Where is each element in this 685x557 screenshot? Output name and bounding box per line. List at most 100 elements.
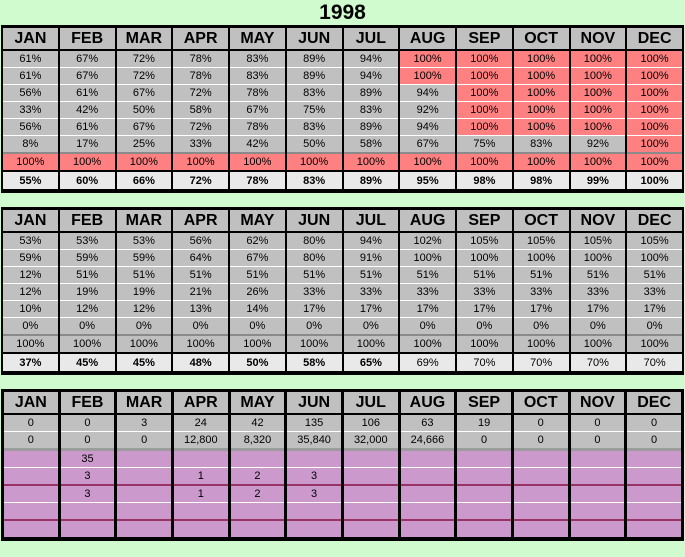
summary-cell[interactable]: 37% bbox=[1, 352, 60, 373]
month-header-cell[interactable]: JUL bbox=[340, 389, 401, 415]
data-cell[interactable]: 3 bbox=[57, 484, 118, 503]
data-cell[interactable]: 0 bbox=[510, 431, 571, 450]
month-header-cell[interactable]: SEP bbox=[455, 207, 514, 233]
data-cell[interactable]: 102% bbox=[398, 232, 457, 250]
month-header-cell[interactable]: AUG bbox=[398, 207, 457, 233]
data-cell[interactable]: 100% bbox=[511, 101, 571, 119]
data-cell[interactable]: 100% bbox=[341, 334, 401, 353]
data-cell[interactable]: 100% bbox=[568, 249, 628, 267]
data-cell[interactable] bbox=[510, 519, 571, 539]
data-cell[interactable]: 67% bbox=[398, 135, 457, 153]
data-cell[interactable]: 61% bbox=[57, 118, 117, 136]
data-cell[interactable] bbox=[227, 448, 288, 468]
data-cell[interactable]: 35,840 bbox=[284, 431, 344, 450]
data-cell[interactable]: 3 bbox=[57, 467, 118, 485]
data-cell[interactable]: 83% bbox=[341, 101, 401, 119]
data-cell[interactable] bbox=[170, 502, 231, 520]
data-cell[interactable] bbox=[397, 502, 458, 520]
data-cell[interactable]: 19 bbox=[454, 414, 514, 432]
data-cell[interactable]: 89% bbox=[284, 50, 344, 68]
data-cell[interactable]: 62% bbox=[228, 232, 287, 250]
data-cell[interactable]: 1 bbox=[170, 467, 231, 485]
data-cell[interactable] bbox=[624, 484, 684, 503]
data-cell[interactable] bbox=[284, 502, 344, 520]
summary-cell[interactable]: 89% bbox=[341, 170, 401, 191]
data-cell[interactable]: 72% bbox=[114, 50, 174, 68]
month-header-cell[interactable]: DEC bbox=[625, 25, 684, 51]
data-cell[interactable] bbox=[170, 448, 231, 468]
data-cell[interactable]: 0% bbox=[455, 317, 514, 335]
data-cell[interactable]: 72% bbox=[171, 118, 230, 136]
data-cell[interactable]: 2 bbox=[227, 484, 288, 503]
data-cell[interactable] bbox=[624, 519, 684, 539]
month-header-cell[interactable]: MAY bbox=[227, 389, 288, 415]
data-cell[interactable]: 25% bbox=[114, 135, 174, 153]
data-cell[interactable]: 92% bbox=[568, 135, 628, 153]
data-cell[interactable]: 61% bbox=[1, 50, 60, 68]
data-cell[interactable]: 17% bbox=[57, 135, 117, 153]
data-cell[interactable]: 0 bbox=[624, 414, 684, 432]
data-cell[interactable]: 0 bbox=[567, 431, 628, 450]
data-cell[interactable]: 100% bbox=[625, 118, 684, 136]
data-cell[interactable]: 100% bbox=[511, 249, 571, 267]
data-cell[interactable] bbox=[284, 448, 344, 468]
data-cell[interactable]: 12% bbox=[1, 266, 60, 284]
data-cell[interactable]: 2 bbox=[227, 467, 288, 485]
data-cell[interactable]: 0 bbox=[510, 414, 571, 432]
data-cell[interactable]: 67% bbox=[57, 50, 117, 68]
data-cell[interactable]: 100% bbox=[511, 50, 571, 68]
data-cell[interactable]: 59% bbox=[57, 249, 117, 267]
data-cell[interactable] bbox=[567, 484, 628, 503]
month-header-cell[interactable]: APR bbox=[171, 207, 230, 233]
data-cell[interactable]: 51% bbox=[455, 266, 514, 284]
data-cell[interactable]: 67% bbox=[57, 67, 117, 85]
data-cell[interactable]: 100% bbox=[568, 152, 628, 171]
data-cell[interactable] bbox=[1, 448, 61, 468]
data-cell[interactable]: 67% bbox=[114, 84, 174, 102]
data-cell[interactable]: 100% bbox=[625, 101, 684, 119]
data-cell[interactable] bbox=[1, 502, 61, 520]
data-cell[interactable] bbox=[624, 467, 684, 485]
month-header-cell[interactable]: SEP bbox=[455, 25, 514, 51]
data-cell[interactable]: 19% bbox=[57, 283, 117, 301]
data-cell[interactable]: 100% bbox=[455, 84, 514, 102]
data-cell[interactable]: 100% bbox=[398, 50, 457, 68]
data-cell[interactable]: 100% bbox=[568, 50, 628, 68]
summary-cell[interactable]: 45% bbox=[57, 352, 117, 373]
summary-cell[interactable]: 100% bbox=[625, 170, 684, 191]
data-cell[interactable] bbox=[340, 519, 401, 539]
data-cell[interactable]: 100% bbox=[228, 334, 287, 353]
month-header-cell[interactable]: OCT bbox=[511, 25, 571, 51]
data-cell[interactable] bbox=[567, 519, 628, 539]
data-cell[interactable]: 33% bbox=[398, 283, 457, 301]
data-cell[interactable] bbox=[57, 519, 118, 539]
summary-cell[interactable]: 65% bbox=[341, 352, 401, 373]
summary-cell[interactable]: 95% bbox=[398, 170, 457, 191]
data-cell[interactable]: 14% bbox=[228, 300, 287, 318]
data-cell[interactable]: 0% bbox=[625, 317, 684, 335]
data-cell[interactable]: 100% bbox=[228, 152, 287, 171]
data-cell[interactable]: 94% bbox=[398, 118, 457, 136]
data-cell[interactable]: 51% bbox=[114, 266, 174, 284]
data-cell[interactable]: 51% bbox=[511, 266, 571, 284]
month-header-cell[interactable]: MAR bbox=[114, 389, 174, 415]
data-cell[interactable]: 42% bbox=[228, 135, 287, 153]
data-cell[interactable]: 78% bbox=[171, 67, 230, 85]
data-cell[interactable] bbox=[510, 448, 571, 468]
month-header-cell[interactable]: JAN bbox=[1, 207, 60, 233]
data-cell[interactable]: 17% bbox=[568, 300, 628, 318]
data-cell[interactable]: 51% bbox=[57, 266, 117, 284]
data-cell[interactable] bbox=[397, 484, 458, 503]
month-header-cell[interactable]: DEC bbox=[625, 207, 684, 233]
data-cell[interactable]: 33% bbox=[568, 283, 628, 301]
data-cell[interactable]: 89% bbox=[341, 118, 401, 136]
data-cell[interactable]: 100% bbox=[341, 152, 401, 171]
data-cell[interactable]: 63 bbox=[397, 414, 458, 432]
data-cell[interactable]: 0 bbox=[1, 431, 61, 450]
data-cell[interactable]: 100% bbox=[511, 334, 571, 353]
data-cell[interactable] bbox=[114, 484, 174, 503]
data-cell[interactable]: 100% bbox=[1, 334, 60, 353]
data-cell[interactable]: 100% bbox=[1, 152, 60, 171]
data-cell[interactable] bbox=[510, 484, 571, 503]
summary-cell[interactable]: 55% bbox=[1, 170, 60, 191]
